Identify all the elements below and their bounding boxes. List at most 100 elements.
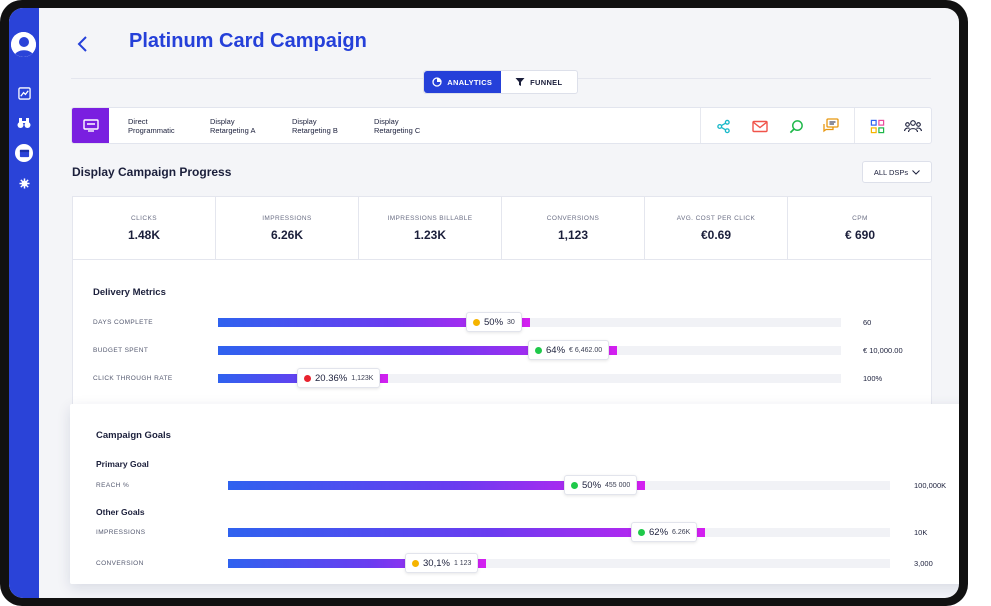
progress-value-badge: 50% 30	[466, 312, 522, 332]
stat-label: CONVERSIONS	[546, 215, 600, 222]
progress-value: 455 000	[605, 481, 631, 489]
status-dot-icon	[535, 346, 542, 354]
tab-display-retargeting-c[interactable]: Display Retargeting C	[374, 117, 420, 135]
delivery-title: Delivery Metrics	[93, 287, 166, 298]
chevron-down-icon	[912, 169, 921, 175]
goals-title: Campaign Goals	[96, 430, 171, 441]
metric-label: CLICK THROUGH RATE	[93, 375, 173, 382]
progress-value-badge: 50% 455 000	[564, 475, 638, 495]
search-icon[interactable]	[787, 117, 805, 135]
tab-line: Display	[292, 117, 317, 126]
metric-label: REACH %	[96, 482, 130, 489]
progress-value-badge: 64% € 6,462.00	[528, 340, 610, 360]
chart-icon[interactable]	[15, 84, 33, 102]
progress-track: 20.36% 1,123K	[218, 368, 841, 388]
tab-display-retargeting-a[interactable]: Display Retargeting A	[210, 117, 255, 135]
progress-track: 62% 6.26K	[228, 522, 890, 542]
metric-max: 100%	[863, 374, 883, 383]
users-icon[interactable]	[904, 117, 922, 135]
stat-value: € 690	[844, 228, 876, 242]
stat-label: CLICKS	[131, 215, 157, 222]
stat-impressions: IMPRESSIONS 6.26K	[216, 197, 359, 260]
metric-label: DAYS COMPLETE	[93, 319, 153, 326]
progress-percent: 62%	[649, 526, 669, 538]
progress-track: 64% € 6,462.00	[218, 340, 841, 360]
top-bar: Platinum Card Campaign	[39, 8, 959, 78]
grid-icon[interactable]	[868, 117, 886, 135]
sidebar	[9, 8, 39, 598]
progress-value: € 6,462.00	[569, 346, 603, 354]
progress-percent: 50%	[582, 479, 602, 491]
mail-icon[interactable]	[751, 117, 769, 135]
tools-divider	[854, 108, 855, 143]
progress-value-badge: 30,1% 1 123	[405, 553, 479, 573]
stat-clicks: CLICKS 1.48K	[73, 197, 216, 260]
device-frame: Platinum Card Campaign ANALYTICS FUNNEL …	[0, 0, 968, 606]
view-toggle: ANALYTICS FUNNEL	[423, 70, 578, 94]
metric-max: 10K	[914, 528, 928, 537]
other-goals-title: Other Goals	[96, 507, 145, 517]
progress-percent: 30,1%	[423, 557, 450, 569]
metric-label: CONVERSION	[96, 560, 144, 567]
stat-cpm: CPM € 690	[788, 197, 932, 260]
tab-line: Display	[210, 117, 235, 126]
primary-goal-title: Primary Goal	[96, 459, 149, 469]
progress-value-badge: 20.36% 1,123K	[297, 368, 381, 388]
progress-value: 1,123K	[351, 374, 374, 382]
monitor-icon[interactable]	[72, 108, 109, 143]
progress-percent: 20.36%	[315, 372, 348, 384]
stat-value: 1,123	[557, 228, 589, 242]
progress-track: 50% 455 000	[228, 475, 890, 495]
progress-percent: 64%	[546, 344, 566, 356]
stat-value: €0.69	[700, 228, 732, 242]
stat-avg-cost-per-click: AVG. COST PER CLICK €0.69	[645, 197, 788, 260]
section-title: Display Campaign Progress	[72, 165, 232, 179]
stat-label: CPM	[852, 215, 868, 222]
analytics-toggle-button[interactable]: ANALYTICS	[424, 71, 501, 93]
tab-display-retargeting-b[interactable]: Display Retargeting B	[292, 117, 338, 135]
share-icon[interactable]	[714, 117, 732, 135]
progress-value: 1 123	[453, 559, 472, 567]
settings-icon[interactable]	[15, 174, 33, 192]
funnel-label: FUNNEL	[530, 77, 563, 87]
progress-fill	[228, 528, 705, 537]
status-dot-icon	[304, 374, 311, 382]
chart-pie-icon	[432, 77, 442, 87]
binoculars-icon[interactable]	[15, 114, 33, 132]
stat-label: AVG. COST PER CLICK	[676, 215, 756, 222]
progress-fill	[228, 481, 645, 490]
progress-value: 30	[507, 318, 515, 326]
progress-value-badge: 62% 6.26K	[631, 522, 698, 542]
progress-fill	[218, 346, 617, 355]
metric-label: IMPRESSIONS	[96, 529, 146, 536]
back-icon[interactable]	[75, 34, 91, 54]
status-dot-icon	[638, 528, 645, 536]
tab-direct-programmatic[interactable]: Direct Programmatic	[128, 117, 175, 135]
metric-max: 3,000	[914, 559, 933, 568]
stat-value: 1.23K	[413, 228, 447, 242]
avatar[interactable]	[11, 32, 36, 57]
progress-track: 30,1% 1 123	[228, 553, 890, 573]
funnel-toggle-button[interactable]: FUNNEL	[501, 71, 578, 93]
analytics-label: ANALYTICS	[447, 77, 493, 87]
stat-label: IMPRESSIONS BILLABLE	[387, 215, 473, 222]
stat-value: 1.48K	[127, 228, 161, 242]
dsp-filter-dropdown[interactable]: ALL DSPs	[862, 161, 932, 183]
campaign-icon[interactable]	[15, 144, 33, 162]
page-title: Platinum Card Campaign	[129, 30, 367, 52]
metric-max: € 10,000.00	[863, 346, 903, 355]
stats-card: CLICKS 1.48K IMPRESSIONS 6.26K IMPRESSIO…	[72, 196, 932, 406]
progress-value: 6.26K	[672, 528, 691, 536]
metric-max: 100,000K	[914, 481, 947, 490]
app-screen: Platinum Card Campaign ANALYTICS FUNNEL …	[9, 8, 959, 598]
channel-tabs-bar: Direct Programmatic Display Retargeting …	[71, 107, 932, 144]
stat-value: 6.26K	[270, 228, 304, 242]
stat-conversions: CONVERSIONS 1,123	[502, 197, 645, 260]
campaign-goals-card: Campaign Goals Primary Goal Other Goals …	[70, 404, 959, 584]
dsp-filter-value: ALL DSPs	[873, 167, 909, 177]
chat-icon[interactable]	[822, 117, 840, 135]
metric-max: 60	[863, 318, 872, 327]
funnel-icon	[515, 78, 525, 86]
tab-line: Direct	[128, 117, 148, 126]
stat-label: IMPRESSIONS	[262, 215, 312, 222]
